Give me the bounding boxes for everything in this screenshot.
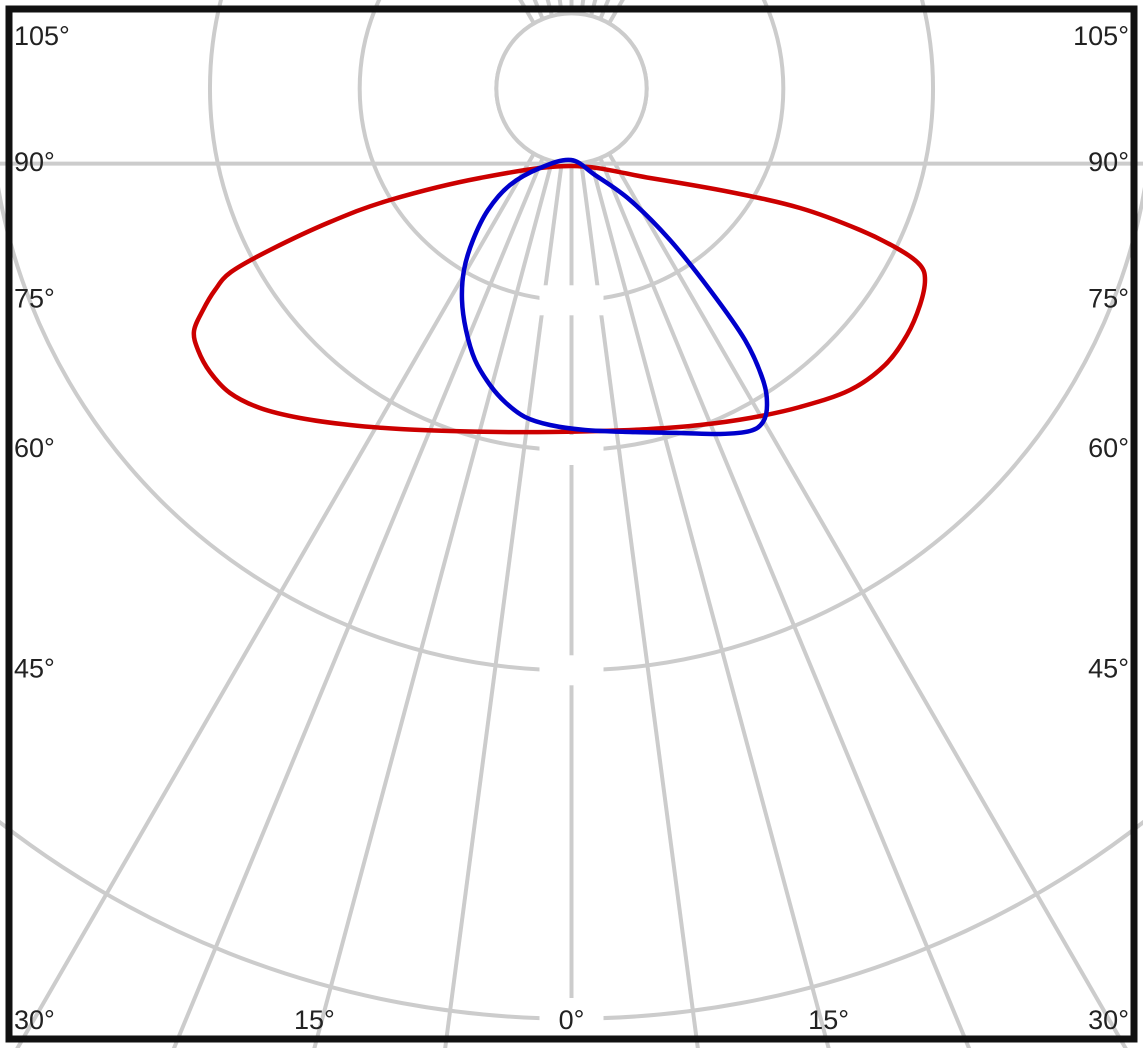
svg-text:60°: 60° [14,433,55,463]
svg-text:75°: 75° [14,283,55,313]
svg-text:30°: 30° [1088,1005,1129,1035]
svg-text:30°: 30° [14,1005,55,1035]
svg-text:60°: 60° [1088,433,1129,463]
svg-text:75°: 75° [1088,283,1129,313]
svg-text:15°: 15° [808,1005,849,1035]
svg-text:90°: 90° [14,147,55,177]
svg-text:105°: 105° [14,21,70,51]
svg-text:45°: 45° [1088,653,1129,683]
svg-text:45°: 45° [14,653,55,683]
svg-text:15°: 15° [294,1005,335,1035]
svg-text:0°: 0° [559,1005,585,1035]
svg-text:105°: 105° [1073,21,1129,51]
svg-text:90°: 90° [1088,147,1129,177]
